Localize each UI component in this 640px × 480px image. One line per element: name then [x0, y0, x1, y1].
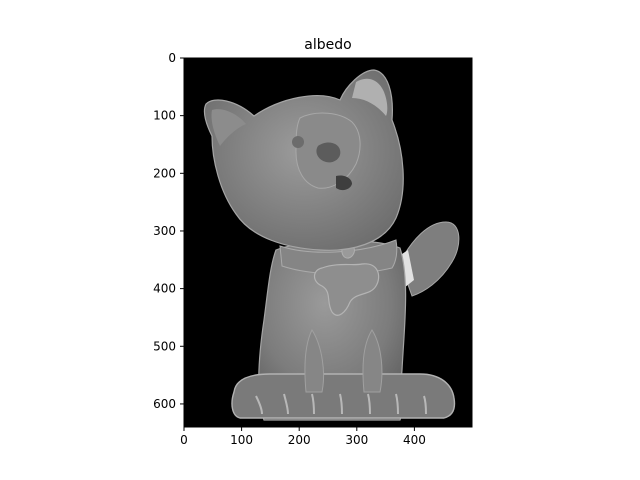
x-axis: 0 100 200 300 400 — [180, 427, 426, 447]
y-axis: 0 100 200 300 400 500 600 — [153, 51, 184, 411]
cat-figurine — [203, 69, 460, 421]
y-tick-label: 500 — [153, 339, 176, 353]
y-tick-label: 100 — [153, 109, 176, 123]
albedo-image — [184, 58, 472, 427]
y-tick-label: 200 — [153, 166, 176, 180]
x-tick-label: 300 — [345, 433, 368, 447]
axes-frame — [183, 57, 473, 428]
y-tick-label: 300 — [153, 224, 176, 238]
x-tick-label: 100 — [230, 433, 253, 447]
x-tick-label: 200 — [288, 433, 311, 447]
x-tick-label: 400 — [403, 433, 426, 447]
y-tick-label: 400 — [153, 282, 176, 296]
chart-title: albedo — [304, 37, 351, 53]
base-ridges — [255, 393, 427, 415]
y-tick-label: 600 — [153, 397, 176, 411]
y-tick-label: 0 — [168, 51, 176, 65]
x-tick-label: 0 — [180, 433, 188, 447]
